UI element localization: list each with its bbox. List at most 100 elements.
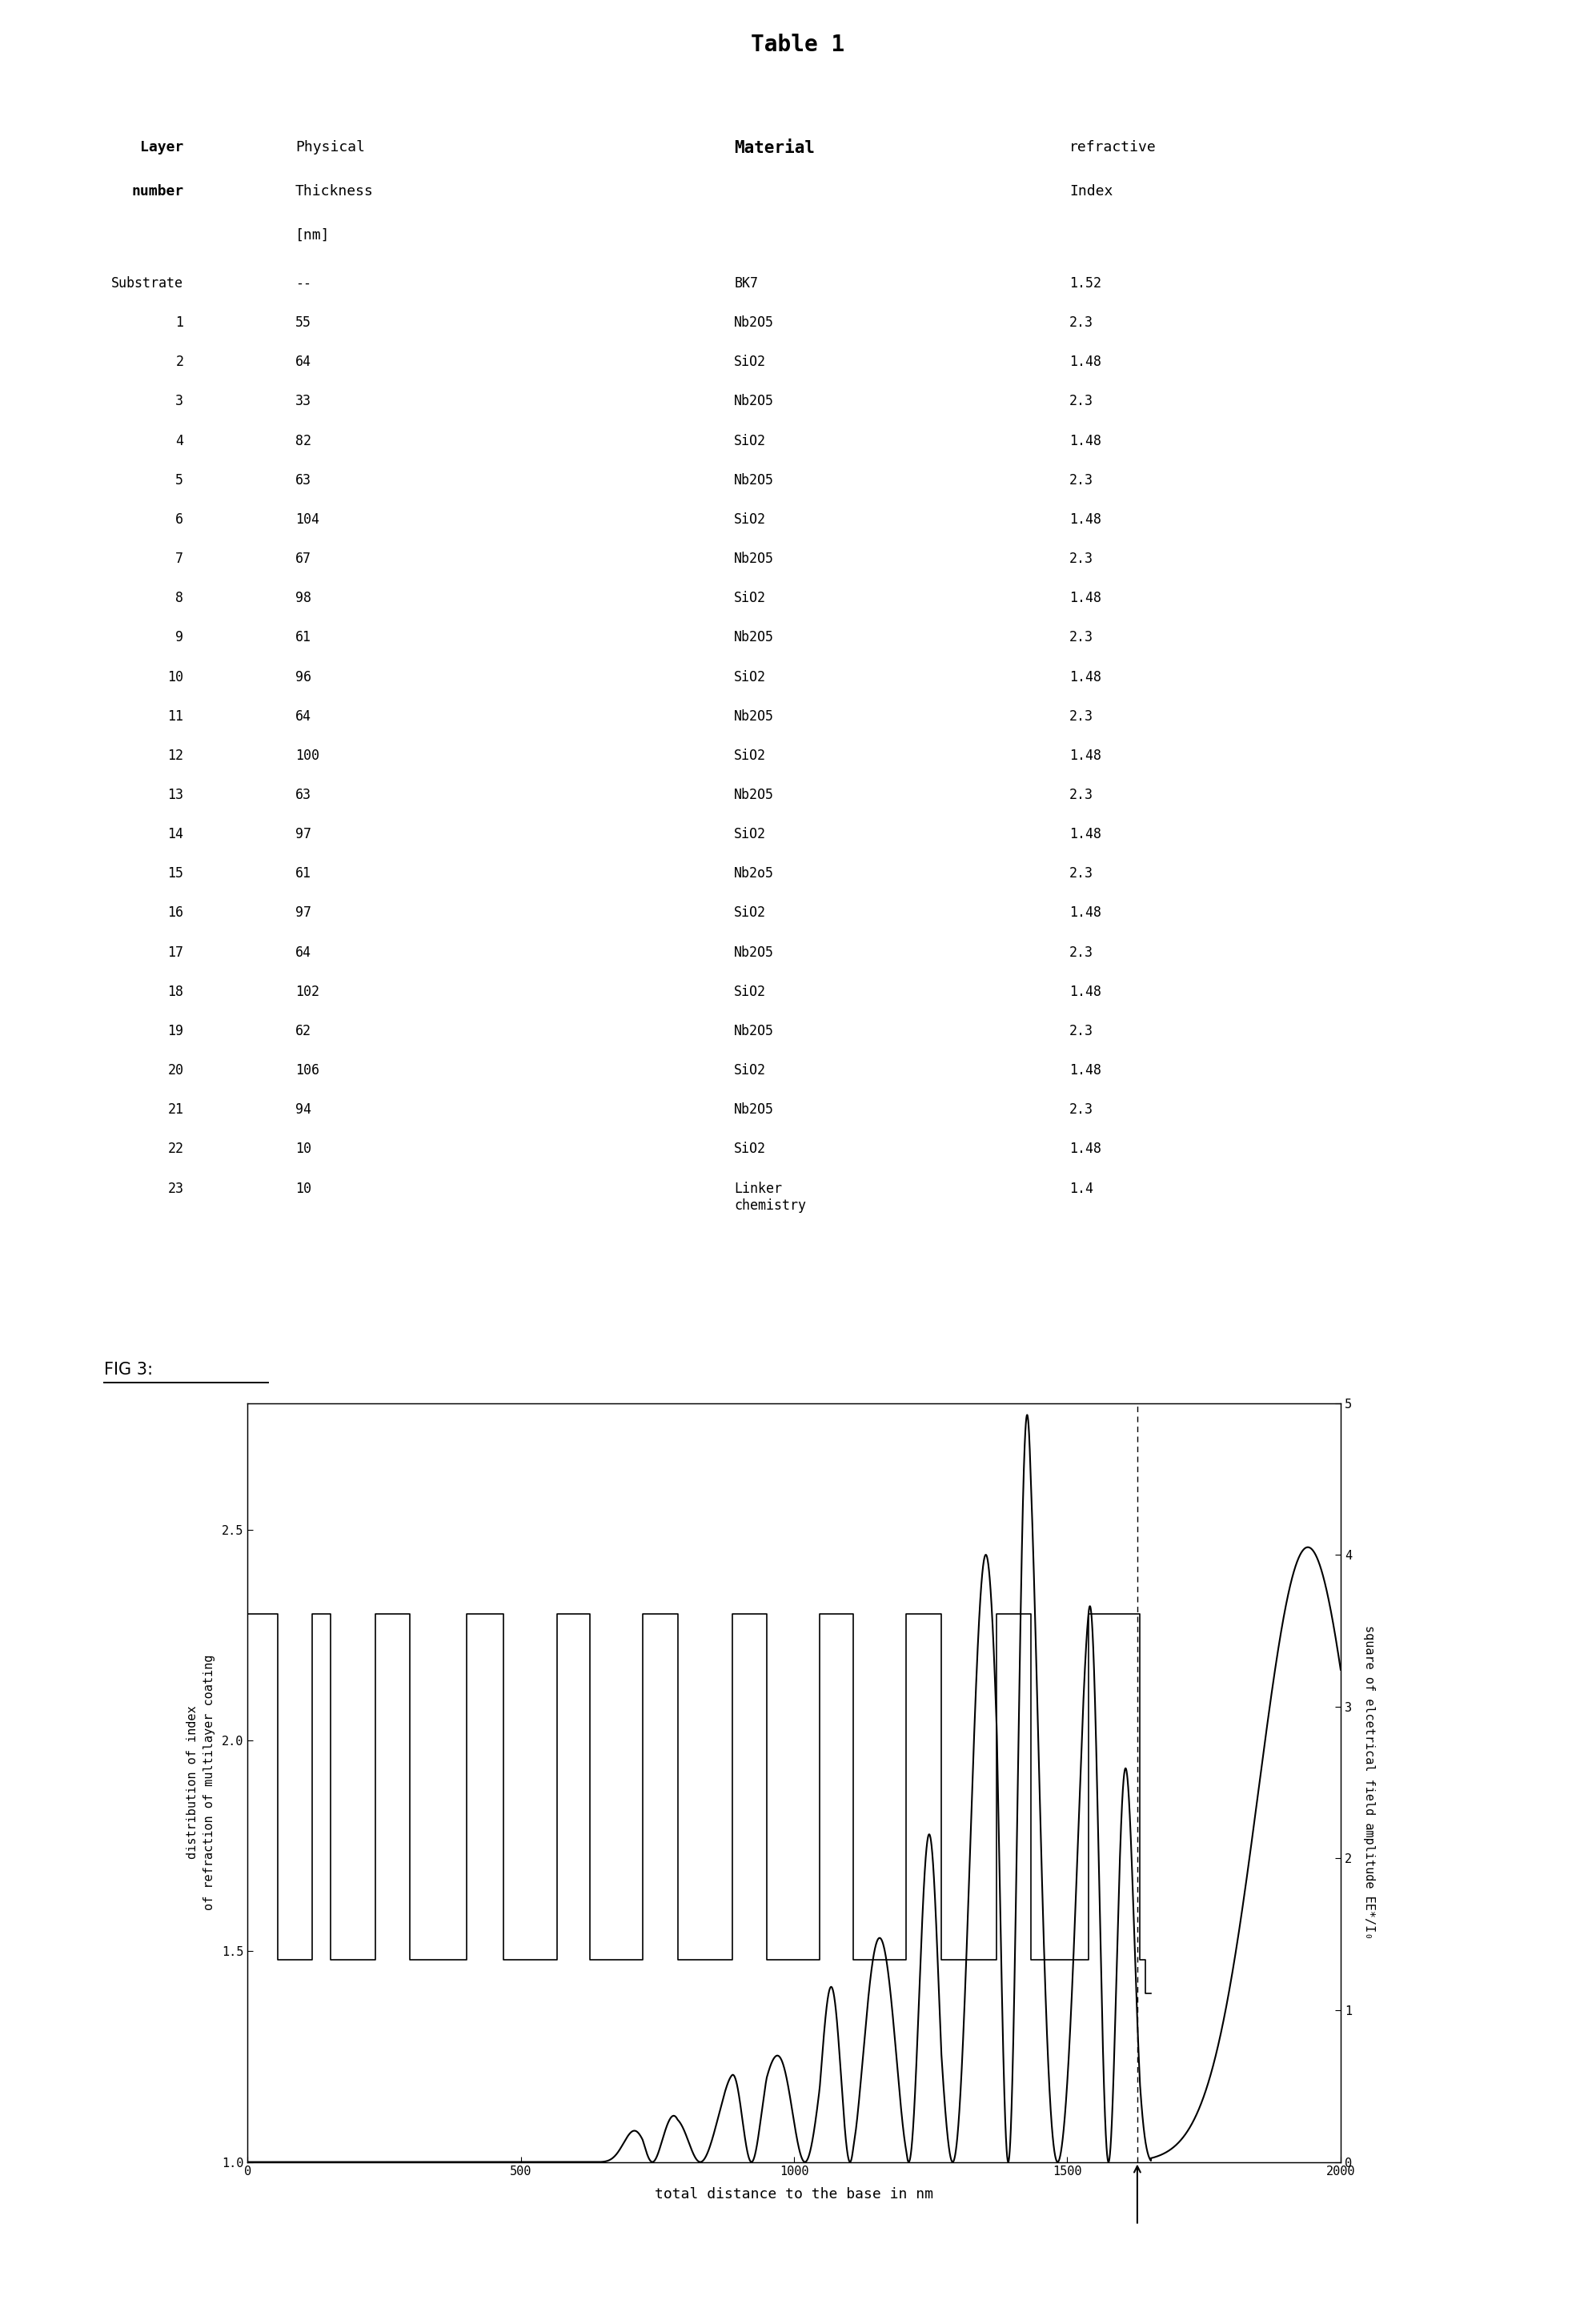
Text: Nb2O5: Nb2O5 (734, 315, 774, 329)
Text: 1.52: 1.52 (1069, 276, 1101, 290)
Text: SiO2: SiO2 (734, 906, 766, 920)
Text: SiO2: SiO2 (734, 354, 766, 370)
Text: 18: 18 (168, 984, 184, 998)
Text: 100: 100 (295, 748, 319, 764)
X-axis label: total distance to the base in nm: total distance to the base in nm (654, 2187, 934, 2201)
Text: 11: 11 (168, 708, 184, 724)
Text: 2.3: 2.3 (1069, 787, 1093, 803)
Text: Material: Material (734, 140, 816, 156)
Text: SiO2: SiO2 (734, 984, 766, 998)
Text: 16: 16 (168, 906, 184, 920)
Text: Table 1: Table 1 (752, 32, 844, 55)
Text: 14: 14 (168, 828, 184, 842)
Text: 2.3: 2.3 (1069, 867, 1093, 881)
Y-axis label: distribution of index
of refraction of multilayer coating: distribution of index of refraction of m… (187, 1654, 215, 1911)
Text: 2.3: 2.3 (1069, 708, 1093, 724)
Text: 2.3: 2.3 (1069, 552, 1093, 566)
Text: 102: 102 (295, 984, 319, 998)
Text: Physical: Physical (295, 140, 365, 154)
Text: 1.48: 1.48 (1069, 354, 1101, 370)
Text: 1.48: 1.48 (1069, 984, 1101, 998)
Text: 94: 94 (295, 1102, 311, 1118)
Y-axis label: square of elcetrical field amplitude EE*/I₀: square of elcetrical field amplitude EE*… (1363, 1626, 1376, 1939)
Text: Substrate: Substrate (112, 276, 184, 290)
Text: 17: 17 (168, 945, 184, 959)
Text: SiO2: SiO2 (734, 748, 766, 764)
Text: 10: 10 (295, 1141, 311, 1157)
Text: FIG 3:: FIG 3: (104, 1362, 153, 1378)
Text: Nb2O5: Nb2O5 (734, 393, 774, 409)
Text: 21: 21 (168, 1102, 184, 1118)
Text: 1.4: 1.4 (1069, 1182, 1093, 1196)
Text: 19: 19 (168, 1024, 184, 1037)
Text: 63: 63 (295, 474, 311, 488)
Text: 2.3: 2.3 (1069, 945, 1093, 959)
Text: 12: 12 (168, 748, 184, 764)
Text: SiO2: SiO2 (734, 513, 766, 527)
Text: 2.3: 2.3 (1069, 1024, 1093, 1037)
Text: 1.48: 1.48 (1069, 513, 1101, 527)
Text: 4: 4 (176, 432, 184, 448)
Text: 2.3: 2.3 (1069, 1102, 1093, 1118)
Text: Nb2O5: Nb2O5 (734, 1102, 774, 1118)
Text: refractive: refractive (1069, 140, 1157, 154)
Text: 10: 10 (168, 669, 184, 683)
Text: Nb2O5: Nb2O5 (734, 708, 774, 724)
Text: SiO2: SiO2 (734, 669, 766, 683)
Text: Nb2O5: Nb2O5 (734, 474, 774, 488)
Text: 62: 62 (295, 1024, 311, 1037)
Text: 2.3: 2.3 (1069, 474, 1093, 488)
Text: 106: 106 (295, 1063, 319, 1079)
Text: 96: 96 (295, 669, 311, 683)
Text: 1.48: 1.48 (1069, 1063, 1101, 1079)
Text: 20: 20 (168, 1063, 184, 1079)
Text: Nb2O5: Nb2O5 (734, 787, 774, 803)
Text: Layer: Layer (140, 140, 184, 154)
Text: 8: 8 (176, 591, 184, 605)
Text: Thickness: Thickness (295, 184, 373, 198)
Text: Index: Index (1069, 184, 1112, 198)
Text: SiO2: SiO2 (734, 432, 766, 448)
Text: SiO2: SiO2 (734, 1141, 766, 1157)
Text: Nb2O5: Nb2O5 (734, 552, 774, 566)
Text: 33: 33 (295, 393, 311, 409)
Text: 1: 1 (176, 315, 184, 329)
Text: 61: 61 (295, 630, 311, 644)
Text: Nb2o5: Nb2o5 (734, 867, 774, 881)
Text: 3: 3 (176, 393, 184, 409)
Text: 98: 98 (295, 591, 311, 605)
Text: 1.48: 1.48 (1069, 828, 1101, 842)
Text: 97: 97 (295, 828, 311, 842)
Text: 1.48: 1.48 (1069, 1141, 1101, 1157)
Text: SiO2: SiO2 (734, 591, 766, 605)
Text: 82: 82 (295, 432, 311, 448)
Text: 2.3: 2.3 (1069, 315, 1093, 329)
Text: SiO2: SiO2 (734, 828, 766, 842)
Text: 97: 97 (295, 906, 311, 920)
Text: 67: 67 (295, 552, 311, 566)
Text: 2: 2 (176, 354, 184, 370)
Text: 64: 64 (295, 354, 311, 370)
Text: 5: 5 (176, 474, 184, 488)
Text: 6: 6 (176, 513, 184, 527)
Text: 9: 9 (176, 630, 184, 644)
Text: SiO2: SiO2 (734, 1063, 766, 1079)
Text: 7: 7 (176, 552, 184, 566)
Text: number: number (131, 184, 184, 198)
Text: Nb2O5: Nb2O5 (734, 1024, 774, 1037)
Text: 2.3: 2.3 (1069, 630, 1093, 644)
Text: 22: 22 (168, 1141, 184, 1157)
Text: Linker
chemistry: Linker chemistry (734, 1182, 806, 1212)
Text: 104: 104 (295, 513, 319, 527)
Text: BK7: BK7 (734, 276, 758, 290)
Text: 55: 55 (295, 315, 311, 329)
Text: 10: 10 (295, 1182, 311, 1196)
Text: 23: 23 (168, 1182, 184, 1196)
Text: 63: 63 (295, 787, 311, 803)
Text: --: -- (295, 276, 311, 290)
Text: Nb2O5: Nb2O5 (734, 945, 774, 959)
Text: 2.3: 2.3 (1069, 393, 1093, 409)
Text: 61: 61 (295, 867, 311, 881)
Text: [nm]: [nm] (295, 228, 330, 242)
Text: 1.48: 1.48 (1069, 906, 1101, 920)
